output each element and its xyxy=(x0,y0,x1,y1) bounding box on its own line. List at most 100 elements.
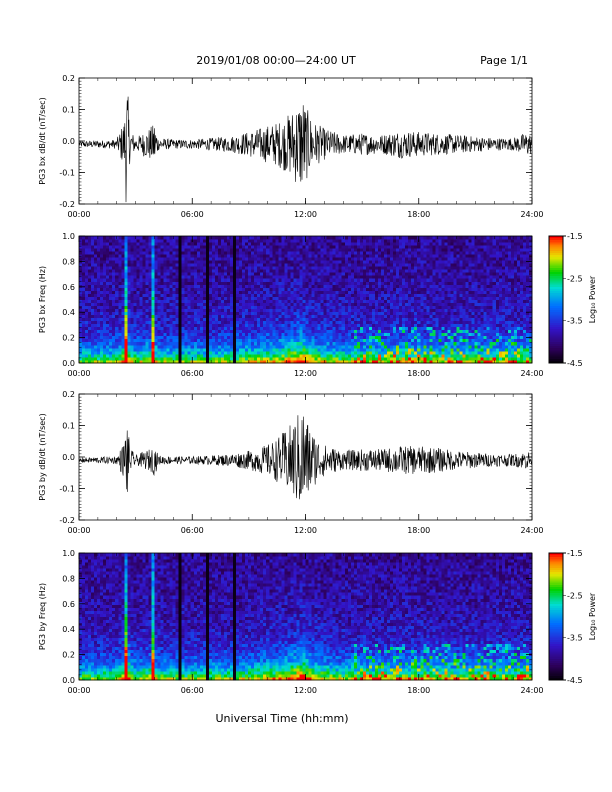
spectrogram-cell xyxy=(109,344,113,349)
spectrogram-cell xyxy=(408,323,412,328)
spectrogram-cell xyxy=(387,308,391,312)
spectrogram-cell xyxy=(217,272,222,276)
spectrogram-cell xyxy=(254,290,258,294)
spectrogram-cell xyxy=(223,341,228,346)
spectrogram-cell xyxy=(317,344,321,349)
spectrogram-cell xyxy=(172,242,177,246)
spectrogram-cell xyxy=(293,335,297,340)
spectrogram-cell xyxy=(308,299,312,303)
spectrogram-cell xyxy=(100,311,104,316)
spectrogram-cell xyxy=(281,272,285,276)
spectrogram-cell xyxy=(269,353,273,358)
spectrogram-cell xyxy=(402,302,406,306)
spectrogram-cell xyxy=(145,353,149,358)
spectrogram-cell xyxy=(353,305,358,309)
spectrogram-cell xyxy=(323,290,328,294)
spectrogram-cell xyxy=(115,272,119,276)
spectrogram-cell xyxy=(160,305,164,309)
spectrogram-cell xyxy=(190,326,195,331)
spectrogram-cell xyxy=(269,281,273,285)
spectrogram-cell xyxy=(263,308,267,312)
spectrogram-cell xyxy=(160,284,164,288)
spectrogram-cell xyxy=(344,281,349,285)
spectrogram-cell xyxy=(148,269,152,273)
spectrogram-cell xyxy=(317,314,321,319)
spectrogram-cell xyxy=(202,356,207,361)
spectrogram-cell xyxy=(211,329,216,334)
spectrogram-cell xyxy=(94,236,98,240)
spectrogram-cell xyxy=(230,320,234,325)
spectrogram-cell xyxy=(187,344,192,349)
spectrogram-cell xyxy=(396,317,400,322)
spectrogram-cell xyxy=(85,326,89,331)
spectrogram-cell xyxy=(278,299,282,303)
spectrogram-cell xyxy=(145,263,149,267)
spectrogram-cell xyxy=(320,269,325,273)
spectrogram-cell xyxy=(423,323,427,328)
spectrogram-cell xyxy=(130,314,134,319)
spectrogram-cell xyxy=(305,323,309,328)
spectrogram-cell xyxy=(148,263,152,267)
spectrogram-cell xyxy=(127,248,131,252)
spectrogram-cell xyxy=(329,281,334,285)
spectrogram-cell xyxy=(420,359,424,364)
spectrogram-cell xyxy=(226,275,231,279)
spectrogram-cell xyxy=(287,281,291,285)
spectrogram-cell xyxy=(202,242,207,246)
spectrogram-cell xyxy=(208,314,213,319)
spectrogram-cell xyxy=(329,329,334,334)
spectrogram-cell xyxy=(112,296,116,300)
spectrogram-cell xyxy=(118,305,122,309)
spectrogram-cell xyxy=(133,275,137,279)
spectrogram-cell xyxy=(311,329,315,334)
spectrogram-cell xyxy=(226,287,231,291)
spectrogram-cell xyxy=(387,248,391,252)
spectrogram-cell xyxy=(133,359,137,364)
spectrogram-cell xyxy=(329,293,334,297)
spectrogram-cell xyxy=(130,353,134,358)
spectrogram-cell xyxy=(245,308,249,312)
spectrogram-cell xyxy=(353,257,358,261)
spectrogram-cell xyxy=(341,329,346,334)
spectrogram-cell xyxy=(142,344,146,349)
spectrogram-cell xyxy=(290,323,294,328)
spectrogram-cell xyxy=(287,245,291,249)
spectrogram-cell xyxy=(347,257,352,261)
spectrogram-cell xyxy=(88,317,92,322)
spectrogram-cell xyxy=(115,323,119,328)
spectrogram-cell xyxy=(341,305,346,309)
spectrogram-cell xyxy=(187,350,192,355)
spectrogram-cell xyxy=(402,353,406,358)
spectrogram-cell xyxy=(414,332,418,337)
spectrogram-cell xyxy=(344,335,349,340)
spectrogram-cell xyxy=(414,257,418,261)
spectrogram-cell xyxy=(359,269,364,273)
spectrogram-cell xyxy=(160,251,164,255)
y-tick-label: -0.2 xyxy=(59,200,75,209)
spectrogram-cell xyxy=(329,344,334,349)
spectrogram-cell xyxy=(85,338,89,343)
spectrogram-cell xyxy=(341,251,346,255)
spectrogram-cell xyxy=(377,239,382,243)
spectrogram-cell xyxy=(178,329,183,334)
spectrogram-cell xyxy=(172,350,177,355)
spectrogram-cell xyxy=(88,335,92,340)
spectrogram-cell xyxy=(317,269,321,273)
spectrogram-cell xyxy=(190,314,195,319)
spectrogram-cell xyxy=(136,359,140,364)
spectrogram-cell xyxy=(230,341,234,346)
spectrogram-cell xyxy=(166,314,170,319)
spectrogram-cell xyxy=(266,323,270,328)
spectrogram-cell xyxy=(374,293,379,297)
spectrogram-cell xyxy=(236,281,240,285)
spectrogram-cell xyxy=(266,281,270,285)
spectrogram-cell xyxy=(175,320,180,325)
spectrogram-cell xyxy=(314,338,318,343)
spectrogram-cell xyxy=(320,281,325,285)
spectrogram-cell xyxy=(100,236,104,240)
spectrogram-cell xyxy=(223,347,228,352)
spectrogram-cell xyxy=(133,284,137,288)
spectrogram-cell xyxy=(332,278,337,282)
spectrogram-cell xyxy=(384,302,388,306)
spectrogram-cell xyxy=(100,308,104,312)
